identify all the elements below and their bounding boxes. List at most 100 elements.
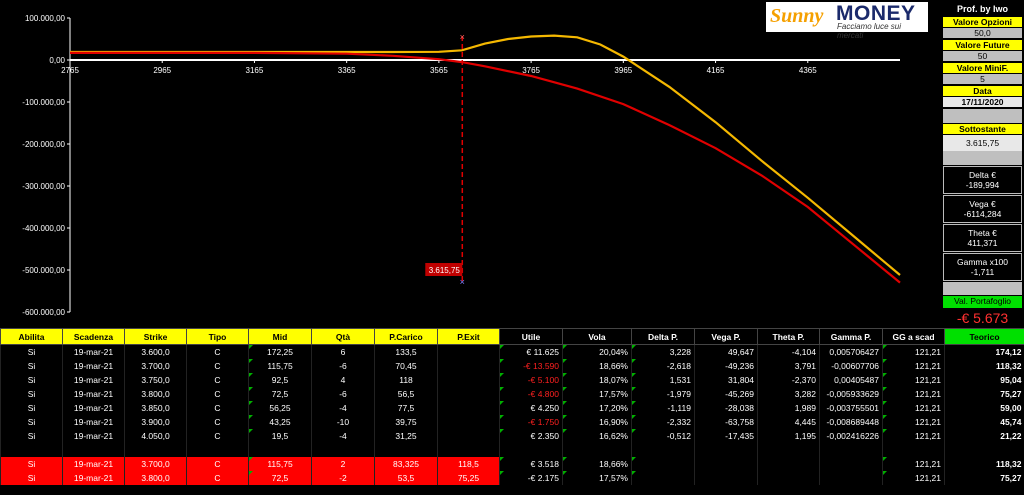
data-input[interactable]: 17/11/2020 [943, 97, 1022, 107]
table-cell[interactable]: -2 [311, 471, 375, 485]
table-cell[interactable] [437, 344, 500, 359]
table-cell[interactable]: C [186, 429, 249, 443]
table-cell[interactable]: 118,5 [437, 457, 500, 471]
column-header[interactable]: GG a scad [882, 328, 945, 345]
column-header[interactable]: Delta P. [631, 328, 695, 345]
column-header[interactable]: P.Carico [374, 328, 438, 345]
table-cell[interactable]: Si [0, 359, 63, 373]
table-cell[interactable]: Si [0, 457, 63, 471]
table-cell[interactable]: Si [0, 415, 63, 429]
table-cell[interactable]: 3.600,0 [124, 344, 187, 359]
position-row[interactable]: Si 19-mar-21 3.900,0 C 43,25 -10 39,75 -€ 1.750… [0, 415, 1024, 429]
table-cell[interactable]: 83,325 [374, 457, 438, 471]
column-header[interactable]: Strike [124, 328, 187, 345]
table-cell[interactable]: Si [0, 401, 63, 415]
table-cell[interactable]: 19,5 [248, 429, 312, 443]
column-header[interactable]: Vola [562, 328, 632, 345]
table-cell[interactable]: C [186, 387, 249, 401]
column-header[interactable]: Qtà [311, 328, 375, 345]
closed-position-row[interactable]: Si 19-mar-21 3.700,0 C 115,75 2 83,325 118,5 € 3… [0, 457, 1024, 471]
column-header[interactable]: Teorico [944, 328, 1024, 345]
table-cell[interactable]: C [186, 471, 249, 485]
table-cell[interactable]: C [186, 344, 249, 359]
table-cell[interactable]: 19-mar-21 [62, 373, 125, 387]
table-cell[interactable]: Si [0, 373, 63, 387]
column-header[interactable]: Scadenza [62, 328, 125, 345]
table-cell[interactable]: 19-mar-21 [62, 471, 125, 485]
table-cell[interactable]: 4.050,0 [124, 429, 187, 443]
table-cell[interactable]: 115,75 [248, 457, 312, 471]
column-header[interactable]: P.Exit [437, 328, 500, 345]
table-cell[interactable]: C [186, 359, 249, 373]
table-cell[interactable]: 53,5 [374, 471, 438, 485]
table-cell[interactable]: 118 [374, 373, 438, 387]
column-header[interactable]: Mid [248, 328, 312, 345]
column-header[interactable]: Theta P. [757, 328, 820, 345]
table-cell[interactable]: C [186, 457, 249, 471]
table-cell[interactable]: 6 [311, 344, 375, 359]
table-cell[interactable]: 19-mar-21 [62, 429, 125, 443]
table-cell[interactable]: 3.750,0 [124, 373, 187, 387]
table-cell[interactable]: 75,25 [437, 471, 500, 485]
table-cell[interactable]: Si [0, 471, 63, 485]
table-cell[interactable]: -4 [311, 401, 375, 415]
table-cell[interactable]: 3.700,0 [124, 359, 187, 373]
table-cell[interactable]: C [186, 415, 249, 429]
table-cell[interactable] [437, 373, 500, 387]
table-cell[interactable]: Si [0, 387, 63, 401]
table-cell[interactable]: 3.800,0 [124, 471, 187, 485]
table-cell[interactable]: C [186, 401, 249, 415]
table-cell[interactable]: 19-mar-21 [62, 401, 125, 415]
table-cell[interactable]: Si [0, 344, 63, 359]
valore-future-input[interactable]: 50 [943, 51, 1022, 61]
table-cell[interactable]: -4 [311, 429, 375, 443]
table-cell[interactable]: -6 [311, 387, 375, 401]
table-cell[interactable]: 31,25 [374, 429, 438, 443]
column-header[interactable]: Utile [499, 328, 563, 345]
column-header[interactable]: Gamma P. [819, 328, 883, 345]
position-row[interactable]: Si 19-mar-21 3.800,0 C 72,5 -6 56,5 -€ 4.800 17,… [0, 387, 1024, 401]
table-cell[interactable]: 115,75 [248, 359, 312, 373]
column-header[interactable]: Tipo [186, 328, 249, 345]
table-cell[interactable]: 172,25 [248, 344, 312, 359]
table-cell[interactable]: 19-mar-21 [62, 387, 125, 401]
table-cell[interactable]: 92,5 [248, 373, 312, 387]
table-cell[interactable] [437, 429, 500, 443]
table-cell[interactable]: 70,45 [374, 359, 438, 373]
table-cell[interactable]: 77,5 [374, 401, 438, 415]
table-cell[interactable]: 133,5 [374, 344, 438, 359]
table-cell[interactable]: -10 [311, 415, 375, 429]
table-cell[interactable]: 56,5 [374, 387, 438, 401]
table-cell[interactable]: 3.850,0 [124, 401, 187, 415]
table-cell[interactable]: 72,5 [248, 471, 312, 485]
table-cell[interactable] [437, 387, 500, 401]
table-cell[interactable]: Si [0, 429, 63, 443]
table-cell[interactable] [437, 359, 500, 373]
table-cell[interactable]: 2 [311, 457, 375, 471]
table-cell[interactable]: -6 [311, 359, 375, 373]
valore-minif-input[interactable]: 5 [943, 74, 1022, 84]
position-row[interactable]: Si 19-mar-21 3.750,0 C 92,5 4 118 -€ 5.100 18,07… [0, 373, 1024, 387]
position-row[interactable]: Si 19-mar-21 4.050,0 C 19,5 -4 31,25 € 2.350 16,… [0, 429, 1024, 443]
table-cell[interactable]: 19-mar-21 [62, 415, 125, 429]
table-cell[interactable] [437, 415, 500, 429]
column-header[interactable]: Abilita [0, 328, 63, 345]
sottostante-input[interactable]: 3.615,75 [943, 135, 1022, 151]
table-cell[interactable] [437, 401, 500, 415]
table-cell[interactable]: 19-mar-21 [62, 344, 125, 359]
table-cell[interactable]: 3.800,0 [124, 387, 187, 401]
table-cell[interactable]: 39,75 [374, 415, 438, 429]
table-cell[interactable]: 56,25 [248, 401, 312, 415]
closed-position-row[interactable]: Si 19-mar-21 3.800,0 C 72,5 -2 53,5 75,25 -€ 2.1… [0, 471, 1024, 485]
table-cell[interactable]: 19-mar-21 [62, 457, 125, 471]
position-row[interactable]: Si 19-mar-21 3.600,0 C 172,25 6 133,5 € 11.625 2… [0, 344, 1024, 359]
table-cell[interactable]: 43,25 [248, 415, 312, 429]
column-header[interactable]: Vega P. [694, 328, 758, 345]
position-row[interactable]: Si 19-mar-21 3.700,0 C 115,75 -6 70,45 -€ 13.59… [0, 359, 1024, 373]
table-cell[interactable]: C [186, 373, 249, 387]
table-cell[interactable]: 19-mar-21 [62, 359, 125, 373]
table-cell[interactable]: 3.900,0 [124, 415, 187, 429]
table-cell[interactable]: 72,5 [248, 387, 312, 401]
table-cell[interactable]: 4 [311, 373, 375, 387]
valore-opzioni-input[interactable]: 50,0 [943, 28, 1022, 38]
